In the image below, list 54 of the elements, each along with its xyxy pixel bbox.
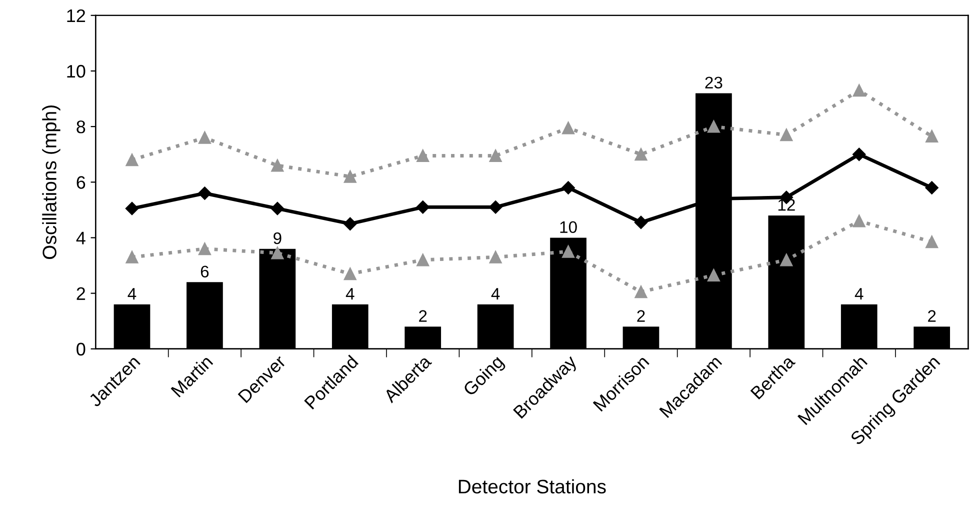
data-label: 6 [200,266,209,278]
point [852,84,866,97]
data-label: 23 [705,76,722,89]
data-label: 4 [128,288,136,300]
point [416,200,430,214]
data-label: 2 [637,310,645,322]
point [125,202,139,216]
point [344,268,356,280]
y-axis-title: Oscillations (mph) [42,106,60,260]
point [126,250,138,264]
data-label: 2 [419,310,427,322]
data-label: 4 [346,288,354,300]
data-label: 4 [854,288,864,300]
point [852,214,866,228]
y-tick-label: 0 [76,342,86,356]
y-tick-label: 2 [76,287,86,300]
point [562,122,575,134]
y-tick-label: 4 [76,232,86,244]
x-axis-title: Detector Stations [458,479,606,494]
point [198,186,212,200]
point [198,131,211,144]
point [925,181,938,194]
point [489,250,502,264]
data-label: 10 [560,221,577,234]
point [271,159,284,172]
point [780,254,793,266]
point [562,245,575,258]
point [416,149,430,162]
point [634,148,648,161]
point [926,130,938,143]
point [926,236,938,248]
point [126,154,138,166]
y-tick-label: 12 [67,9,86,22]
data-label: 2 [928,310,936,322]
point [852,148,866,161]
point [634,216,648,230]
data-label: 9 [274,232,282,244]
point [780,128,793,142]
point [416,254,430,266]
point [634,286,648,298]
point [270,202,284,216]
point [198,242,211,256]
point [344,217,357,230]
data-label: 4 [491,288,500,300]
y-tick-label: 8 [76,120,86,134]
point [707,120,720,133]
y-tick-label: 10 [67,64,86,78]
point [344,170,356,183]
point [707,268,720,282]
y-tick-label: 6 [76,176,86,189]
point [271,246,284,260]
point [488,200,502,214]
point [489,149,502,162]
point [562,181,575,194]
